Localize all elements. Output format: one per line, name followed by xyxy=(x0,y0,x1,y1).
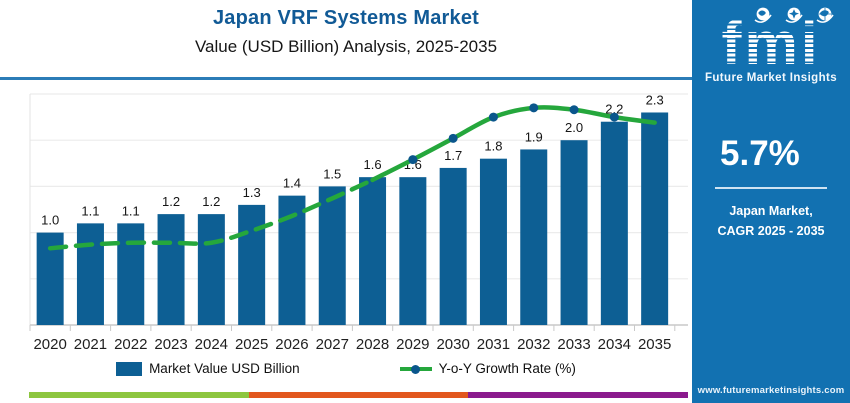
growth-line-marker-2031 xyxy=(488,112,498,122)
bar-value-label-2030: 1.7 xyxy=(444,148,462,163)
x-axis-label-2023: 2023 xyxy=(154,336,187,353)
bar-value-label-2023: 1.2 xyxy=(162,194,180,209)
bar-value-label-2034: 2.2 xyxy=(605,102,623,117)
x-axis-label-2024: 2024 xyxy=(195,336,228,353)
bar-line-chart: 1.0 2020 1.1 2021 1.1 2022 1.2 2023 1.2 2024 1.3 20… xyxy=(29,92,688,353)
fmi-logo: fmi Future Market Insights xyxy=(692,7,850,84)
bar-2027 xyxy=(318,186,346,325)
bar-value-label-2031: 1.8 xyxy=(484,139,502,154)
bar-2031 xyxy=(479,158,507,325)
x-axis-label-2030: 2030 xyxy=(436,336,469,353)
x-axis-label-2022: 2022 xyxy=(114,336,147,353)
line-series-swatch-icon xyxy=(399,362,432,376)
footer-color-stripe xyxy=(29,392,689,398)
stripe-orange-segment xyxy=(248,392,469,398)
legend-label-growth-rate: Y-o-Y Growth Rate (%) xyxy=(438,361,576,376)
x-axis-label-2034: 2034 xyxy=(598,336,631,353)
logo-icons-row xyxy=(754,7,834,24)
market-label-line1: Japan Market, xyxy=(729,204,813,219)
bar-2032 xyxy=(520,149,548,325)
bar-2035 xyxy=(641,112,669,325)
x-axis-label-2028: 2028 xyxy=(356,336,389,353)
title-divider-rule xyxy=(0,77,692,80)
x-axis-label-2027: 2027 xyxy=(316,336,349,353)
legend-item-market-value: Market Value USD Billion xyxy=(116,361,300,376)
bar-value-label-2020: 1.0 xyxy=(41,213,59,228)
bar-2029 xyxy=(399,177,427,325)
legend-label-market-value: Market Value USD Billion xyxy=(149,361,300,376)
stripe-green-segment xyxy=(29,392,249,398)
x-axis-label-2020: 2020 xyxy=(33,336,66,353)
chart-legend: Market Value USD Billion Y-o-Y Growth Ra… xyxy=(0,361,692,376)
stripe-purple-segment xyxy=(468,392,689,398)
growth-line-marker-2029 xyxy=(408,155,418,165)
bar-2034 xyxy=(600,121,628,325)
fmi-logo-text: fmi xyxy=(721,10,821,77)
x-axis-label-2031: 2031 xyxy=(477,336,510,353)
bar-2028 xyxy=(359,177,387,325)
bar-2024 xyxy=(197,214,225,325)
chart-subtitle: Value (USD Billion) Analysis, 2025-2035 xyxy=(194,37,498,56)
x-axis-label-2025: 2025 xyxy=(235,336,268,353)
x-axis-label-2021: 2021 xyxy=(74,336,107,353)
growth-line-dashed-segment xyxy=(47,177,375,251)
market-cagr-label: Japan Market, CAGR 2025 - 2035 xyxy=(692,202,850,241)
growth-line-marker-2034 xyxy=(609,112,619,122)
x-axis-label-2029: 2029 xyxy=(396,336,429,353)
bar-value-label-2028: 1.6 xyxy=(364,157,382,172)
bar-2022 xyxy=(117,223,145,325)
growth-line-marker-2030 xyxy=(448,133,458,143)
website-link[interactable]: www.futuremarketinsights.com xyxy=(697,385,845,396)
globe-icon-1 xyxy=(754,7,772,23)
bar-value-label-2025: 1.3 xyxy=(243,185,261,200)
x-axis-label-2035: 2035 xyxy=(638,336,671,353)
bar-value-label-2022: 1.1 xyxy=(122,203,140,218)
bar-2025 xyxy=(238,204,266,325)
bar-value-label-2032: 1.9 xyxy=(525,129,543,144)
bar-value-label-2021: 1.1 xyxy=(81,203,99,218)
bar-2030 xyxy=(439,167,467,325)
growth-line-marker-2032 xyxy=(529,103,539,113)
globe-icon-2 xyxy=(785,7,803,23)
bar-value-label-2035: 2.3 xyxy=(646,92,664,107)
cagr-divider-line xyxy=(715,187,827,190)
globe-icon-3 xyxy=(816,7,834,23)
bar-value-label-2026: 1.4 xyxy=(283,176,301,191)
x-axis-label-2026: 2026 xyxy=(275,336,308,353)
bar-2033 xyxy=(560,140,588,325)
sidebar-spacer xyxy=(692,241,850,385)
chart-panel: Japan VRF Systems Market Value (USD Bill… xyxy=(0,7,692,398)
bar-series-swatch-icon xyxy=(116,361,143,376)
bar-value-label-2033: 2.0 xyxy=(565,120,583,135)
bar-value-label-2024: 1.2 xyxy=(202,194,220,209)
market-label-line2: CAGR 2025 - 2035 xyxy=(717,223,825,238)
bar-2021 xyxy=(76,223,104,325)
cagr-value: 5.7% xyxy=(720,134,800,174)
x-axis-label-2033: 2033 xyxy=(557,336,590,353)
growth-line-marker-2033 xyxy=(569,105,579,115)
legend-item-growth-rate: Y-o-Y Growth Rate (%) xyxy=(399,361,576,376)
bar-2023 xyxy=(157,214,185,325)
fmi-logo-subtitle: Future Market Insights xyxy=(704,72,838,85)
brand-sidebar: fmi Future Market Insights 5.7% Japan Ma… xyxy=(692,0,850,403)
bar-value-label-2027: 1.5 xyxy=(323,166,341,181)
chart-title: Japan VRF Systems Market xyxy=(212,7,480,29)
x-axis-label-2032: 2032 xyxy=(517,336,550,353)
